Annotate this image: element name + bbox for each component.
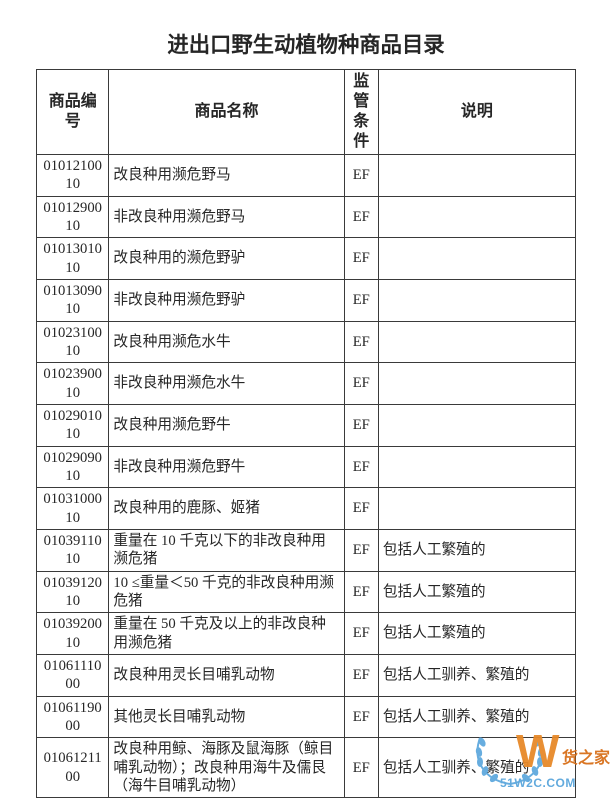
cell-cond: EF (344, 738, 378, 798)
cell-code: 0101210010 (37, 155, 109, 197)
cell-note: 包括人工繁殖的 (378, 613, 575, 655)
table-row: 0106121100改良种用鲸、海豚及鼠海豚（鲸目哺乳动物）；改良种用海牛及儒艮… (37, 738, 576, 798)
cell-cond: EF (344, 155, 378, 197)
cell-note (378, 155, 575, 197)
cell-code: 0102390010 (37, 363, 109, 405)
cell-name: 重量在 50 千克及以上的非改良种用濒危猪 (109, 613, 344, 655)
table-row: 0106119000其他灵长目哺乳动物EF包括人工驯养、繁殖的 (37, 696, 576, 738)
cell-cond: EF (344, 279, 378, 321)
col-header-name: 商品名称 (109, 70, 344, 155)
cell-code: 0102310010 (37, 321, 109, 363)
col-header-cond: 监管条件 (344, 70, 378, 155)
cell-cond: EF (344, 529, 378, 571)
cell-cond: EF (344, 488, 378, 530)
cell-note (378, 238, 575, 280)
cell-code: 0103920010 (37, 613, 109, 655)
cell-name: 非改良种用濒危野马 (109, 196, 344, 238)
cell-cond: EF (344, 363, 378, 405)
table-row: 0102909010非改良种用濒危野牛EF (37, 446, 576, 488)
cell-name: 改良种用的鹿豚、姬猪 (109, 488, 344, 530)
cell-name: 非改良种用濒危野驴 (109, 279, 344, 321)
cell-cond: EF (344, 696, 378, 738)
table-row: 0102310010改良种用濒危水牛EF (37, 321, 576, 363)
cell-code: 0101309010 (37, 279, 109, 321)
table-row: 0101210010改良种用濒危野马EF (37, 155, 576, 197)
cell-note (378, 196, 575, 238)
cell-note (378, 279, 575, 321)
cell-note: 包括人工驯养、繁殖的 (378, 738, 575, 798)
table-row: 0106111000改良种用灵长目哺乳动物EF包括人工驯养、繁殖的 (37, 654, 576, 696)
table-row: 010391201010 ≤重量＜50 千克的非改良种用濒危猪EF包括人工繁殖的 (37, 571, 576, 613)
table-body: 0101210010改良种用濒危野马EF0101290010非改良种用濒危野马E… (37, 155, 576, 798)
table-row: 0101309010非改良种用濒危野驴EF (37, 279, 576, 321)
cell-note: 包括人工繁殖的 (378, 571, 575, 613)
cell-code: 0101301010 (37, 238, 109, 280)
cell-cond: EF (344, 196, 378, 238)
table-row: 0102390010非改良种用濒危水牛EF (37, 363, 576, 405)
col-header-note: 说明 (378, 70, 575, 155)
cell-code: 0106111000 (37, 654, 109, 696)
cell-code: 0103911010 (37, 529, 109, 571)
cell-note (378, 488, 575, 530)
cell-cond: EF (344, 613, 378, 655)
cell-note (378, 363, 575, 405)
cell-cond: EF (344, 446, 378, 488)
cell-name: 改良种用灵长目哺乳动物 (109, 654, 344, 696)
cell-note (378, 446, 575, 488)
col-header-code: 商品编号 (37, 70, 109, 155)
cell-name: 非改良种用濒危水牛 (109, 363, 344, 405)
cell-note (378, 321, 575, 363)
cell-code: 0106119000 (37, 696, 109, 738)
cell-name: 改良种用的濒危野驴 (109, 238, 344, 280)
catalog-table: 商品编号 商品名称 监管条件 说明 0101210010改良种用濒危野马EF01… (36, 69, 576, 798)
cell-cond: EF (344, 654, 378, 696)
cell-name: 其他灵长目哺乳动物 (109, 696, 344, 738)
cell-code: 0102909010 (37, 446, 109, 488)
table-header: 商品编号 商品名称 监管条件 说明 (37, 70, 576, 155)
cell-name: 改良种用濒危野马 (109, 155, 344, 197)
cell-name: 改良种用濒危水牛 (109, 321, 344, 363)
table-row: 0101290010非改良种用濒危野马EF (37, 196, 576, 238)
table-row: 0103920010重量在 50 千克及以上的非改良种用濒危猪EF包括人工繁殖的 (37, 613, 576, 655)
cell-code: 0102901010 (37, 404, 109, 446)
cell-note: 包括人工驯养、繁殖的 (378, 696, 575, 738)
cell-code: 0106121100 (37, 738, 109, 798)
cell-code: 0103912010 (37, 571, 109, 613)
table-row: 0101301010改良种用的濒危野驴EF (37, 238, 576, 280)
cell-cond: EF (344, 238, 378, 280)
cell-note: 包括人工繁殖的 (378, 529, 575, 571)
cell-note (378, 404, 575, 446)
table-row: 0103100010改良种用的鹿豚、姬猪EF (37, 488, 576, 530)
table-row: 0103911010重量在 10 千克以下的非改良种用濒危猪EF包括人工繁殖的 (37, 529, 576, 571)
cell-name: 改良种用濒危野牛 (109, 404, 344, 446)
table-row: 0102901010改良种用濒危野牛EF (37, 404, 576, 446)
cell-name: 重量在 10 千克以下的非改良种用濒危猪 (109, 529, 344, 571)
cell-note: 包括人工驯养、繁殖的 (378, 654, 575, 696)
cell-name: 10 ≤重量＜50 千克的非改良种用濒危猪 (109, 571, 344, 613)
page-title: 进出口野生动植物种商品目录 (36, 28, 576, 59)
cell-cond: EF (344, 404, 378, 446)
cell-code: 0103100010 (37, 488, 109, 530)
cell-name: 非改良种用濒危野牛 (109, 446, 344, 488)
cell-name: 改良种用鲸、海豚及鼠海豚（鲸目哺乳动物）；改良种用海牛及儒艮（海牛目哺乳动物） (109, 738, 344, 798)
cell-cond: EF (344, 321, 378, 363)
document-page: 进出口野生动植物种商品目录 商品编号 商品名称 监管条件 说明 01012100… (0, 0, 612, 798)
cell-cond: EF (344, 571, 378, 613)
cell-code: 0101290010 (37, 196, 109, 238)
